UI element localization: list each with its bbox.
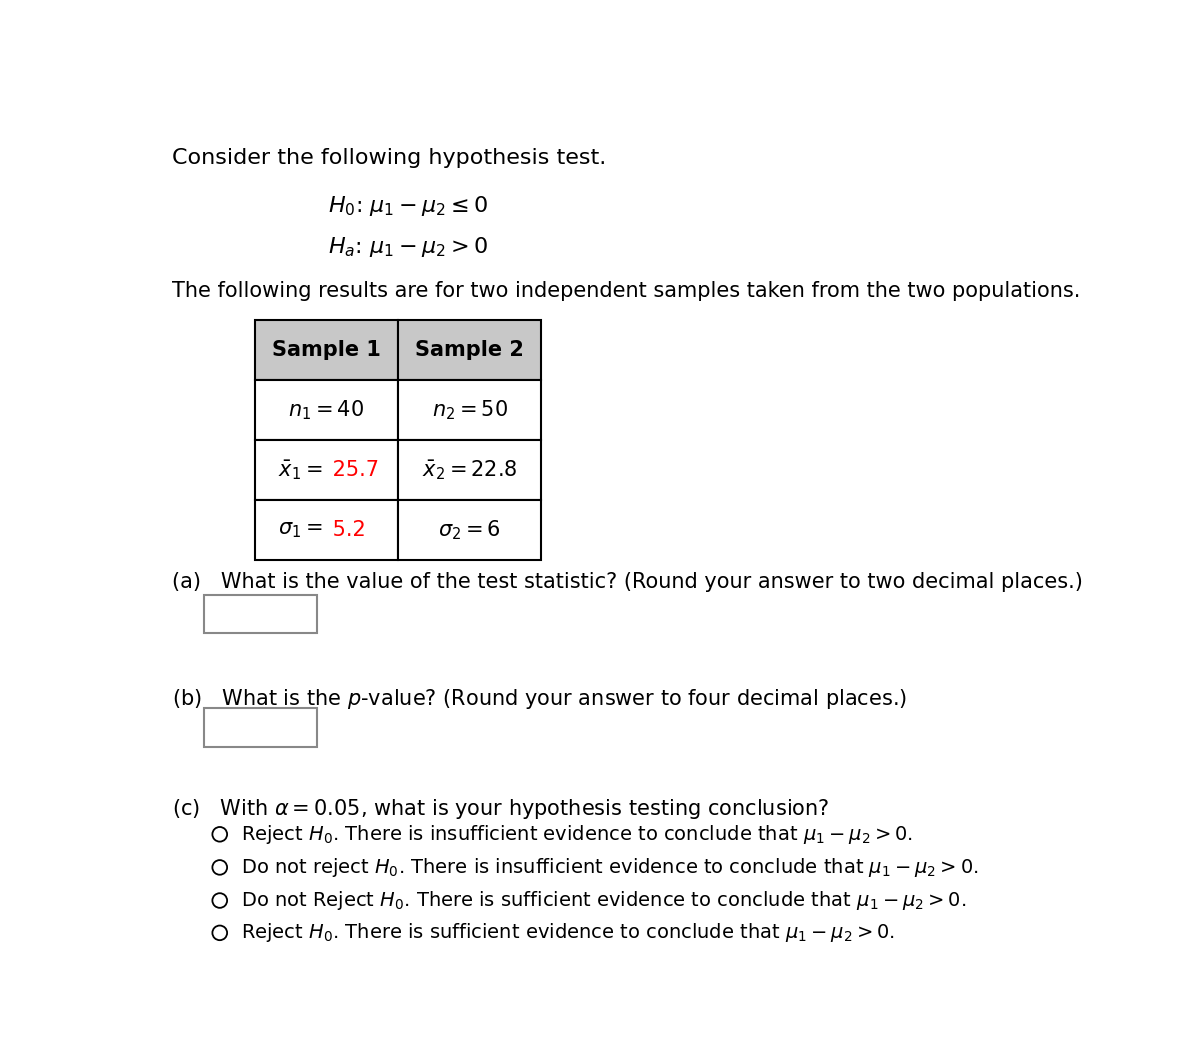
Circle shape (212, 893, 227, 908)
Bar (398, 440, 541, 500)
Text: $\sigma_2 = 6$: $\sigma_2 = 6$ (438, 518, 502, 542)
Circle shape (212, 926, 227, 940)
Text: Do not reject $H_0$. There is insufficient evidence to conclude that $\mu_1 - \m: Do not reject $H_0$. There is insufficie… (241, 856, 979, 879)
Bar (398, 380, 541, 440)
Bar (254, 500, 398, 560)
Text: Reject $H_0$. There is sufficient evidence to conclude that $\mu_1 - \mu_2 > 0$.: Reject $H_0$. There is sufficient eviden… (241, 922, 895, 944)
Text: (a)   What is the value of the test statistic? (Round your answer to two decimal: (a) What is the value of the test statis… (172, 571, 1082, 592)
Text: 25.7: 25.7 (326, 460, 379, 480)
Bar (398, 500, 541, 560)
Text: (b)   What is the $p$-value? (Round your answer to four decimal places.): (b) What is the $p$-value? (Round your a… (172, 687, 907, 712)
Text: The following results are for two independent samples taken from the two populat: The following results are for two indepe… (172, 281, 1080, 302)
Text: $n_1 = 40$: $n_1 = 40$ (288, 398, 365, 422)
Text: $H_a$: $\mu_1 - \mu_2 > 0$: $H_a$: $\mu_1 - \mu_2 > 0$ (329, 236, 488, 259)
Bar (254, 320, 398, 380)
Text: $H_0$: $\mu_1 - \mu_2 \leq 0$: $H_0$: $\mu_1 - \mu_2 \leq 0$ (329, 194, 488, 219)
Circle shape (212, 827, 227, 841)
Bar (254, 380, 398, 440)
Text: Consider the following hypothesis test.: Consider the following hypothesis test. (172, 149, 606, 168)
Text: 5.2: 5.2 (326, 520, 366, 541)
Bar (398, 320, 541, 380)
Bar (254, 440, 398, 500)
Text: (c)   With $\alpha = 0.05$, what is your hypothesis testing conclusion?: (c) With $\alpha = 0.05$, what is your h… (172, 798, 829, 821)
Text: $\bar{x}_2 = 22.8$: $\bar{x}_2 = 22.8$ (422, 458, 517, 482)
Text: Do not Reject $H_0$. There is sufficient evidence to conclude that $\mu_1 - \mu_: Do not Reject $H_0$. There is sufficient… (241, 889, 967, 912)
Text: Sample 1: Sample 1 (272, 340, 380, 360)
Circle shape (212, 860, 227, 875)
Bar (204, 708, 317, 747)
Text: Reject $H_0$. There is insufficient evidence to conclude that $\mu_1 - \mu_2 > 0: Reject $H_0$. There is insufficient evid… (241, 823, 913, 845)
Text: $n_2 = 50$: $n_2 = 50$ (432, 398, 508, 422)
Text: $\sigma_1 =$: $\sigma_1 =$ (278, 520, 323, 541)
Text: Sample 2: Sample 2 (415, 340, 524, 360)
Bar (204, 595, 317, 633)
Text: $\bar{x}_1 =$: $\bar{x}_1 =$ (278, 458, 323, 482)
